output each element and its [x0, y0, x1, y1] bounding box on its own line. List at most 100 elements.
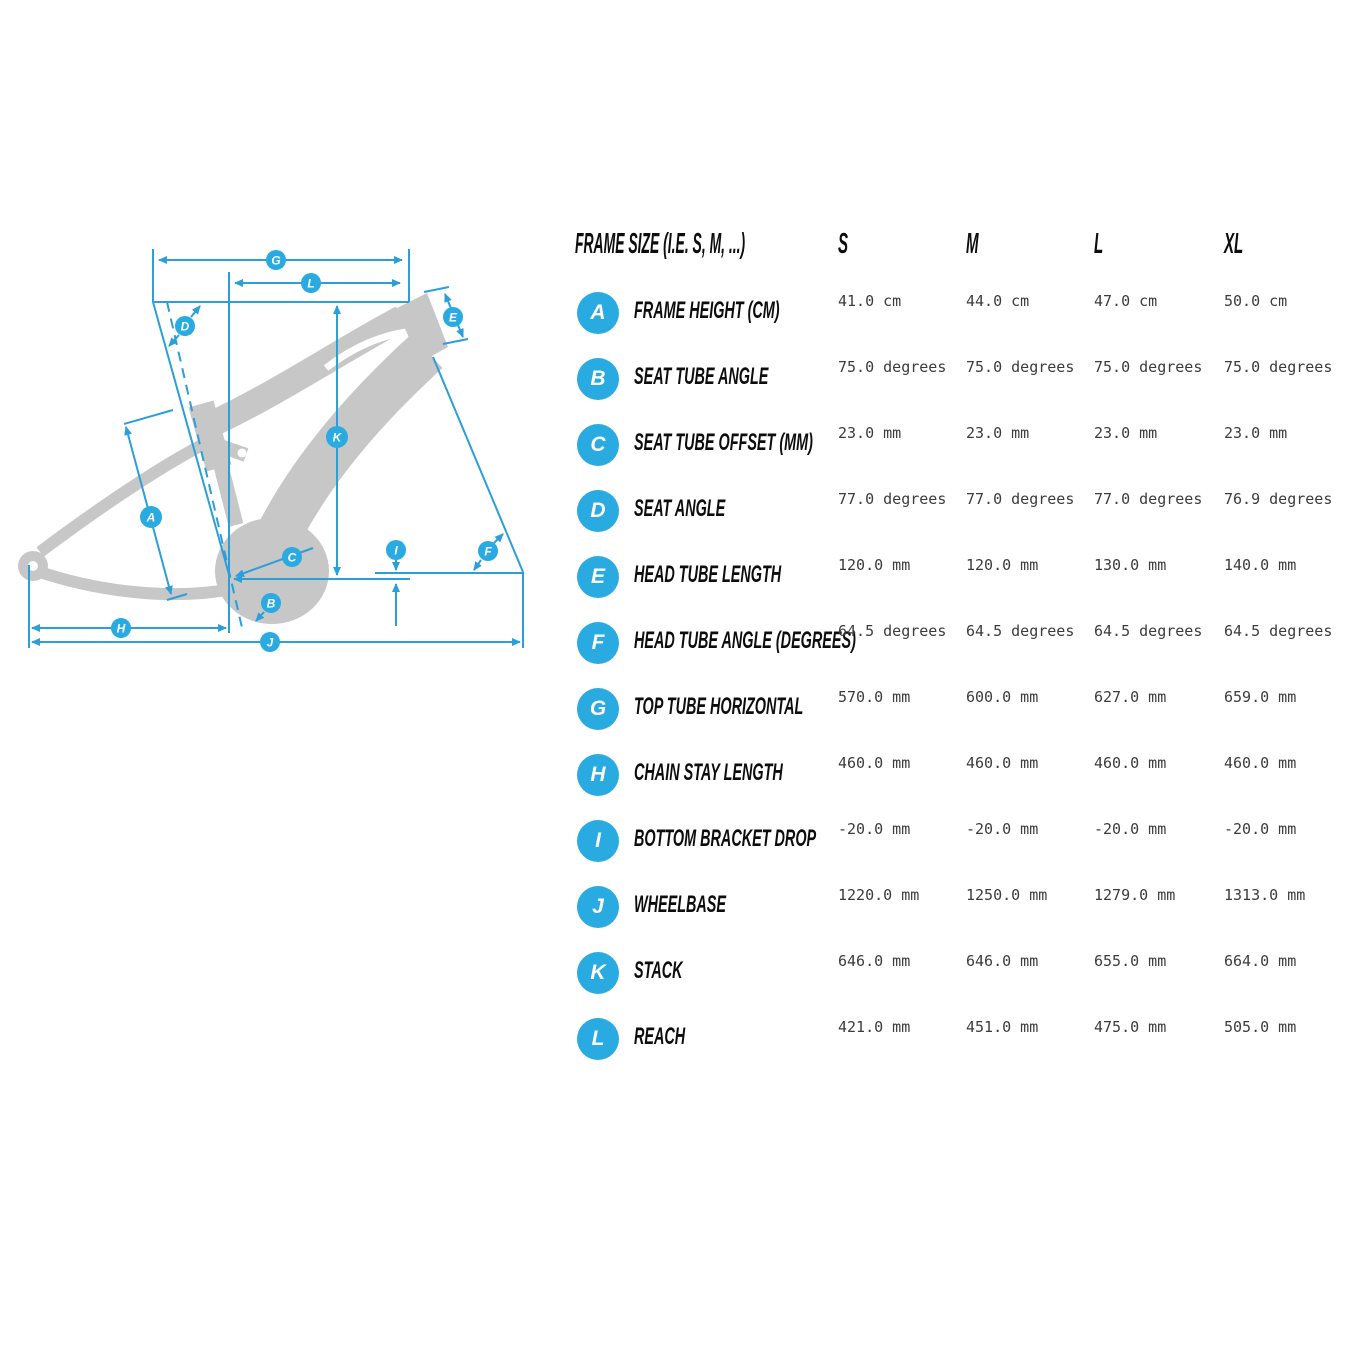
- value-m: 120.0 mm: [966, 556, 1039, 574]
- value-xl: 76.9 degrees: [1224, 490, 1333, 508]
- row-label: HEAD TUBE LENGTH: [634, 561, 782, 588]
- marker-a-circle: [140, 506, 162, 528]
- row-marker-badge: G: [577, 688, 619, 730]
- value-s: 120.0 mm: [838, 556, 911, 574]
- marker-d-circle: [175, 316, 195, 336]
- marker-g-letter: G: [271, 254, 280, 268]
- down-tube: [251, 333, 443, 558]
- marker-h-circle: [111, 618, 131, 638]
- seat-stay: [36, 438, 207, 557]
- marker-f-circle: [478, 541, 498, 561]
- row-label: STACK: [634, 957, 683, 984]
- value-l: 75.0 degrees: [1094, 358, 1203, 376]
- value-l: 655.0 mm: [1094, 952, 1167, 970]
- value-xl: 23.0 mm: [1224, 424, 1288, 442]
- dim-a-tick-top: [123, 409, 174, 425]
- marker-f-letter: F: [484, 545, 492, 559]
- marker-d-letter: D: [181, 320, 190, 334]
- value-l: -20.0 mm: [1094, 820, 1167, 838]
- table-row-bottom-bracket-drop: I BOTTOM BRACKET DROP -20.0 mm -20.0 mm …: [0, 808, 1372, 874]
- column-header-m: M: [966, 228, 979, 260]
- table-row-frame-height: A FRAME HEIGHT (CM) 41.0 cm 44.0 cm 47.0…: [0, 280, 1372, 346]
- marker-k-circle: [326, 426, 348, 448]
- marker-i-circle: [386, 540, 406, 560]
- value-xl: 664.0 mm: [1224, 952, 1297, 970]
- rear-axle-hole: [28, 561, 38, 571]
- row-marker-badge: J: [577, 886, 619, 928]
- value-xl: 505.0 mm: [1224, 1018, 1297, 1036]
- dim-d-arrow-up: [190, 305, 201, 318]
- table-row-chain-stay-length: H CHAIN STAY LENGTH 460.0 mm 460.0 mm 46…: [0, 742, 1372, 808]
- row-marker-badge: E: [577, 556, 619, 598]
- marker-k-letter: K: [333, 431, 343, 445]
- shock: [211, 456, 244, 527]
- table-row-reach: L REACH 421.0 mm 451.0 mm 475.0 mm 505.0…: [0, 1006, 1372, 1072]
- row-label: SEAT TUBE ANGLE: [634, 363, 769, 390]
- table-row-top-tube-horizontal: G TOP TUBE HORIZONTAL 570.0 mm 600.0 mm …: [0, 676, 1372, 742]
- dim-e-tick-top: [423, 286, 450, 293]
- dim-a-tick-bottom: [166, 593, 188, 601]
- marker-g-circle: [266, 250, 286, 270]
- value-s: 77.0 degrees: [838, 490, 947, 508]
- column-header-s: S: [838, 228, 849, 260]
- value-m: 600.0 mm: [966, 688, 1039, 706]
- row-marker-badge: C: [577, 424, 619, 466]
- value-m: 451.0 mm: [966, 1018, 1039, 1036]
- value-s: 1220.0 mm: [838, 886, 920, 904]
- dim-d-arrow-down: [168, 334, 180, 347]
- row-label: SEAT ANGLE: [634, 495, 726, 522]
- value-s: 421.0 mm: [838, 1018, 911, 1036]
- dimension-lines: [28, 249, 524, 648]
- table-row-head-tube-angle: F HEAD TUBE ANGLE (DEGREES) 64.5 degrees…: [0, 610, 1372, 676]
- value-m: 23.0 mm: [966, 424, 1030, 442]
- marker-i-letter: I: [394, 544, 398, 558]
- marker-c-circle: [282, 547, 302, 567]
- column-header-xl: XL: [1224, 228, 1244, 260]
- value-m: 646.0 mm: [966, 952, 1039, 970]
- value-s: 570.0 mm: [838, 688, 911, 706]
- pivot-hole: [237, 448, 247, 458]
- dim-f-arrow-down: [473, 559, 482, 571]
- marker-j-letter: J: [267, 636, 274, 650]
- marker-l-circle: [301, 273, 321, 293]
- row-label: REACH: [634, 1023, 686, 1050]
- value-m: 44.0 cm: [966, 292, 1030, 310]
- value-s: 646.0 mm: [838, 952, 911, 970]
- value-xl: 64.5 degrees: [1224, 622, 1333, 640]
- value-l: 77.0 degrees: [1094, 490, 1203, 508]
- table-row-seat-tube-angle: B SEAT TUBE ANGLE 75.0 degrees 75.0 degr…: [0, 346, 1372, 412]
- value-xl: -20.0 mm: [1224, 820, 1297, 838]
- dim-e-tick-bottom: [442, 338, 469, 345]
- value-m: 77.0 degrees: [966, 490, 1075, 508]
- value-l: 47.0 cm: [1094, 292, 1158, 310]
- frame-geometry-diagram: G L D E A K C B I F H J: [18, 249, 524, 652]
- marker-e-circle: [443, 307, 463, 327]
- row-marker-badge: H: [577, 754, 619, 796]
- value-s: 460.0 mm: [838, 754, 911, 772]
- value-m: 1250.0 mm: [966, 886, 1048, 904]
- seat-angle-dashed-line: [166, 301, 244, 633]
- row-label: BOTTOM BRACKET DROP: [634, 825, 817, 852]
- value-l: 475.0 mm: [1094, 1018, 1167, 1036]
- dim-b-arrow-down: [255, 611, 265, 622]
- value-l: 23.0 mm: [1094, 424, 1158, 442]
- value-m: -20.0 mm: [966, 820, 1039, 838]
- marker-e-letter: E: [449, 311, 458, 325]
- table-row-seat-tube-offset: C SEAT TUBE OFFSET (MM) 23.0 mm 23.0 mm …: [0, 412, 1372, 478]
- row-label: WHEELBASE: [634, 891, 727, 918]
- value-xl: 659.0 mm: [1224, 688, 1297, 706]
- value-s: -20.0 mm: [838, 820, 911, 838]
- table-row-seat-angle: D SEAT ANGLE 77.0 degrees 77.0 degrees 7…: [0, 478, 1372, 544]
- row-marker-badge: L: [577, 1018, 619, 1060]
- table-header-row: FRAME SIZE (I.E. S, M, ...) S M L XL: [0, 228, 1372, 260]
- value-xl: 460.0 mm: [1224, 754, 1297, 772]
- row-marker-badge: A: [577, 292, 619, 334]
- value-xl: 75.0 degrees: [1224, 358, 1333, 376]
- marker-a-letter: A: [146, 511, 156, 525]
- table-row-wheelbase: J WHEELBASE 1220.0 mm 1250.0 mm 1279.0 m…: [0, 874, 1372, 940]
- dimension-markers: G L D E A K C B I F H J: [111, 250, 498, 652]
- top-tube: [206, 306, 409, 436]
- value-l: 64.5 degrees: [1094, 622, 1203, 640]
- value-xl: 140.0 mm: [1224, 556, 1297, 574]
